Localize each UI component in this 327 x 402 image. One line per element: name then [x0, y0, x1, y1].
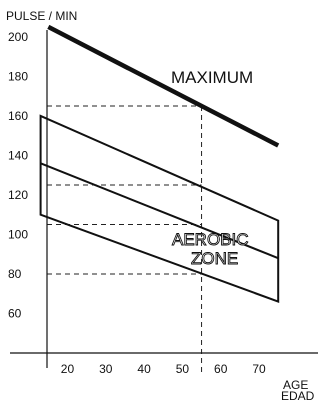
y-tick-label-160: 160	[8, 109, 28, 123]
maximum-series	[47, 24, 280, 148]
x-tick-label-40: 40	[137, 362, 151, 376]
aerobic-label: AEROBIC	[172, 230, 249, 249]
x-tick-label-70: 70	[252, 362, 266, 376]
y-tick-labels: 60 80 100 120 140 160 180 200	[8, 30, 28, 321]
aerobic-zone	[39, 114, 280, 304]
maximum-line	[47, 24, 280, 148]
x-axis-title-edad: EDAD	[281, 389, 315, 402]
x-tick-label-50: 50	[176, 362, 190, 376]
zone-label: ZONE	[191, 249, 238, 268]
y-tick-label-60: 60	[8, 306, 22, 320]
aerobic-zone-mid-line	[40, 162, 279, 260]
x-tick-labels: 20 30 40 50 60 70	[61, 362, 266, 376]
x-tick-label-20: 20	[61, 362, 75, 376]
x-tick-label-60: 60	[214, 362, 228, 376]
axes	[10, 30, 318, 368]
reference-lines	[47, 105, 203, 372]
x-axis-title-age: AGE	[283, 378, 308, 392]
y-tick-label-200: 200	[8, 30, 28, 44]
y-tick-label-140: 140	[8, 148, 28, 162]
y-tick-label-80: 80	[8, 267, 22, 281]
y-tick-label-120: 120	[8, 188, 28, 202]
y-axis-title: PULSE / MIN	[6, 9, 77, 23]
y-tick-label-180: 180	[8, 69, 28, 83]
x-tick-label-30: 30	[99, 362, 113, 376]
maximum-label: MAXIMUM	[171, 68, 253, 87]
aerobic-zone-outline	[39, 114, 280, 304]
y-tick-label-100: 100	[8, 227, 28, 241]
